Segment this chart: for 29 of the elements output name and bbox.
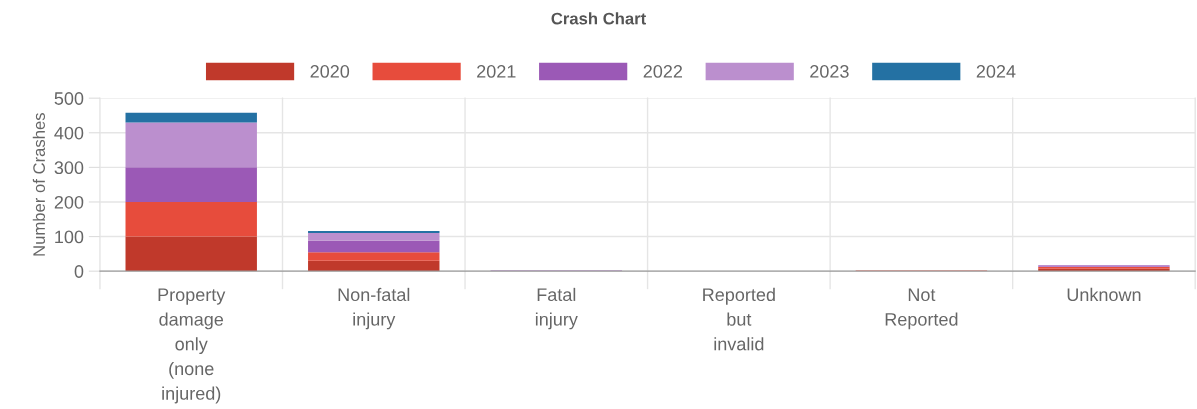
y-tick-label: 0 — [74, 265, 84, 278]
y-tick-label: 400 — [54, 126, 84, 140]
legend-label: 2021 — [477, 65, 516, 78]
bar — [125, 122, 257, 168]
bar — [308, 260, 440, 272]
y-tick-label: 200 — [54, 195, 84, 209]
bar — [125, 201, 257, 237]
x-tick-label: Unknown — [1067, 287, 1141, 302]
x-tick-label: Non-fatal injury — [338, 287, 410, 330]
bar — [308, 231, 440, 234]
legend-label: 2022 — [643, 65, 683, 78]
bar — [125, 167, 257, 202]
bar — [125, 112, 257, 123]
bar — [308, 233, 440, 241]
x-tick-label: Not Reported — [885, 288, 958, 330]
bar — [308, 252, 440, 261]
x-tick-label: Fatal injury — [535, 287, 578, 330]
legend-label: 2024 — [976, 65, 1016, 78]
x-tick-label: Reported but invalid — [703, 287, 775, 351]
bar — [308, 240, 440, 253]
bar — [125, 236, 257, 272]
x-tick-label: Property damage only (none injured) — [158, 288, 226, 404]
y-tick-label: 300 — [54, 161, 84, 175]
y-tick-label: 500 — [54, 92, 84, 105]
y-axis-title: Number of Crashes — [32, 113, 46, 256]
chart-title: Crash Chart — [551, 12, 646, 25]
legend-label: 2020 — [310, 65, 350, 78]
legend-label: 2023 — [810, 65, 849, 78]
y-tick-label: 100 — [55, 230, 84, 244]
